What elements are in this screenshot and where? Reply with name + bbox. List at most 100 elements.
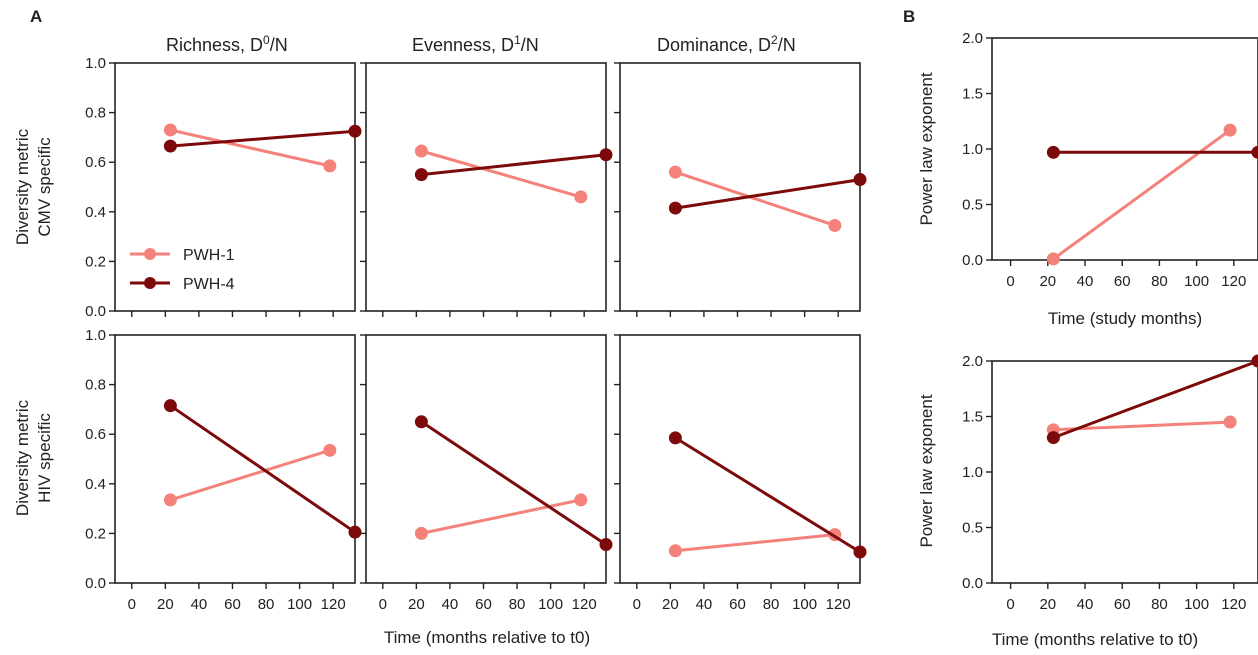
data-point-pwh-4 (1046, 431, 1060, 445)
series-line-pwh-4 (675, 178, 861, 210)
ylabel-hiv-line1: Diversity metric (13, 399, 32, 516)
axes-frame-A-CMV-dominance (619, 62, 861, 312)
x-tick-label: 60 (475, 596, 492, 613)
xlabel-a: Time (months relative to t0) (384, 628, 590, 647)
axes-frame-A-HIV-richness (114, 334, 356, 584)
x-tick-label: 80 (1151, 596, 1168, 613)
x-tick-label: 120 (1221, 596, 1246, 613)
data-point-pwh-1 (414, 526, 428, 540)
y-tick-label: 0.0 (962, 575, 983, 592)
data-point-pwh-1 (574, 493, 588, 507)
x-tick-label: 120 (1221, 273, 1246, 290)
data-point-pwh-4 (348, 525, 362, 539)
data-point-pwh-4 (599, 148, 613, 162)
x-tick-label: 40 (1077, 596, 1094, 613)
y-tick-label: 0.6 (85, 154, 106, 171)
x-tick-label: 40 (1077, 273, 1094, 290)
data-point-pwh-4 (1046, 145, 1060, 159)
data-point-pwh-1 (1046, 252, 1060, 266)
axes-frame-A-HIV-dominance (619, 334, 861, 584)
ylabel-cmv-line1: Diversity metric (13, 128, 32, 245)
data-point-pwh-1 (574, 190, 588, 204)
x-tick-label: 20 (408, 596, 425, 613)
x-tick-label: 60 (1114, 596, 1131, 613)
series-line-pwh-4 (420, 420, 607, 546)
axes-frame-B-CMV-power (991, 37, 1258, 261)
data-point-pwh-1 (163, 493, 177, 507)
series-line-pwh-1 (170, 128, 331, 168)
data-point-pwh-4 (163, 399, 177, 413)
data-point-pwh-4 (414, 168, 428, 182)
series-line-pwh-4 (674, 436, 861, 554)
data-point-pwh-1 (668, 165, 682, 179)
series-line-pwh-4 (169, 404, 356, 534)
data-point-pwh-4 (853, 173, 867, 187)
data-point-pwh-1 (414, 144, 428, 158)
x-tick-label: 40 (442, 596, 459, 613)
series-line-pwh-1 (675, 533, 835, 553)
axes-frame-B-HIV-power (991, 360, 1258, 584)
legend-label-pwh1: PWH-1 (183, 247, 235, 264)
y-tick-label: 0.2 (85, 253, 106, 270)
y-tick-label: 1.0 (962, 141, 983, 158)
title-richness: Richness, D0/N (166, 33, 288, 55)
x-tick-label: 20 (662, 596, 679, 613)
data-point-pwh-4 (1251, 145, 1258, 159)
x-tick-label: 0 (633, 596, 641, 613)
x-tick-label: 60 (1114, 273, 1131, 290)
x-tick-label: 80 (763, 596, 780, 613)
data-point-pwh-1 (323, 443, 337, 457)
data-point-pwh-4 (599, 538, 613, 552)
x-tick-label: 20 (1039, 596, 1056, 613)
x-tick-label: 120 (826, 596, 851, 613)
data-point-pwh-4 (163, 139, 177, 153)
x-tick-label: 100 (792, 596, 817, 613)
y-tick-label: 1.5 (962, 409, 983, 426)
series-line-pwh-1 (674, 170, 836, 227)
series-line-pwh-1 (169, 448, 331, 502)
x-tick-label: 40 (696, 596, 713, 613)
ylabel-cmv-line2: CMV specific (35, 137, 54, 237)
x-tick-label: 0 (1006, 273, 1014, 290)
y-tick-label: 1.5 (962, 86, 983, 103)
x-tick-label: 80 (1151, 273, 1168, 290)
y-tick-label: 0.8 (85, 377, 106, 394)
y-tick-label: 0.6 (85, 426, 106, 443)
y-tick-label: 0.5 (962, 197, 983, 214)
x-tick-label: 100 (1184, 273, 1209, 290)
y-tick-label: 2.0 (962, 30, 983, 47)
series-line-pwh-1 (1052, 128, 1231, 261)
legend-marker-pwh4 (144, 277, 156, 289)
x-tick-label: 0 (379, 596, 387, 613)
y-tick-label: 2.0 (962, 353, 983, 370)
x-tick-label: 120 (321, 596, 346, 613)
title-evenness: Evenness, D1/N (412, 33, 539, 55)
series-line-pwh-4 (170, 129, 356, 148)
y-tick-label: 1.0 (85, 55, 106, 72)
x-tick-label: 100 (538, 596, 563, 613)
y-tick-label: 0.0 (962, 252, 983, 269)
data-point-pwh-4 (348, 124, 362, 138)
data-point-pwh-4 (668, 431, 682, 445)
x-tick-label: 20 (1039, 273, 1056, 290)
x-tick-label: 60 (729, 596, 746, 613)
data-point-pwh-1 (668, 544, 682, 558)
y-tick-label: 0.0 (85, 575, 106, 592)
series-line-pwh-4 (421, 153, 607, 177)
ylabel-power-bottom: Power law exponent (917, 394, 936, 547)
axes-frame-A-CMV-evenness (365, 62, 607, 312)
series-line-pwh-1 (420, 149, 582, 199)
x-tick-label: 40 (191, 596, 208, 613)
x-tick-label: 80 (509, 596, 526, 613)
legend-marker-pwh1 (144, 248, 156, 260)
x-tick-label: 20 (157, 596, 174, 613)
ylabel-hiv-line2: HIV specific (35, 413, 54, 503)
data-point-pwh-4 (414, 415, 428, 429)
panel-letter-a: A (30, 7, 42, 26)
y-tick-label: 0.4 (85, 204, 106, 221)
x-tick-label: 60 (224, 596, 241, 613)
y-tick-label: 0.0 (85, 303, 106, 320)
xlabel-b-top: Time (study months) (1048, 309, 1202, 328)
y-tick-label: 0.4 (85, 476, 106, 493)
